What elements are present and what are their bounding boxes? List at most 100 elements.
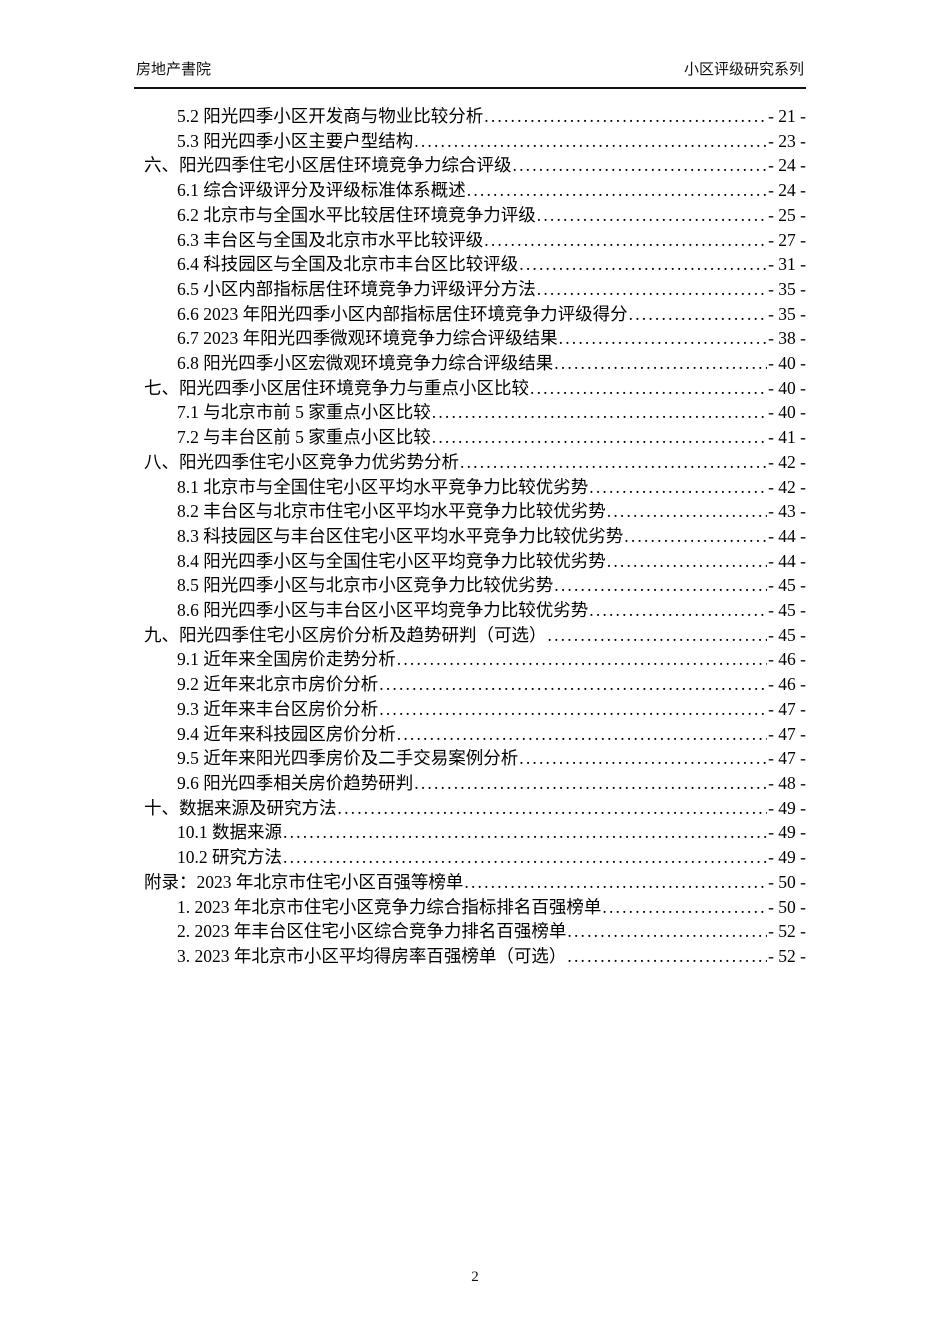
toc-entry-label: 九、阳光四季住宅小区房价分析及趋势研判（可选） [144, 624, 547, 645]
toc-entry-label: 八、阳光四季住宅小区竞争力优劣势分析 [144, 451, 459, 472]
toc-leader-dots [548, 623, 768, 648]
toc-entry-page: - 47 - [768, 723, 806, 744]
toc-entry[interactable]: 10.2 研究方法 - 49 - [134, 845, 806, 870]
toc-entry[interactable]: 7.1 与北京市前 5 家重点小区比较 - 40 - [134, 400, 806, 425]
toc-entry[interactable]: 9.4 近年来科技园区房价分析 - 47 - [134, 722, 806, 747]
toc-leader-dots [283, 845, 767, 870]
toc-entry-label: 6.5 小区内部指标居住环境竞争力评级评分方法 [177, 278, 536, 299]
toc-entry-label: 8.2 丰台区与北京市住宅小区平均水平竞争力比较优劣势 [177, 501, 606, 522]
header-left-title: 房地产書院 [136, 61, 212, 78]
toc-leader-dots [283, 820, 767, 845]
toc-entry[interactable]: 6.5 小区内部指标居住环境竞争力评级评分方法 - 35 - [134, 277, 806, 302]
toc-entry[interactable]: 10.1 数据来源 - 49 - [134, 820, 806, 845]
toc-entry[interactable]: 8.6 阳光四季小区与丰台区小区平均竞争力比较优劣势 - 45 - [134, 598, 806, 623]
toc-entry[interactable]: 6.2 北京市与全国水平比较居住环境竞争力评级 - 25 - [134, 203, 806, 228]
toc-entry-label: 6.8 阳光四季小区宏微观环境竞争力综合评级结果 [177, 353, 554, 374]
toc-leader-dots [414, 129, 767, 154]
toc-leader-dots [460, 450, 767, 475]
toc-entry[interactable]: 6.7 2023 年阳光四季微观环境竞争力综合评级结果 - 38 - [134, 326, 806, 351]
toc-entry[interactable]: 2. 2023 年丰台区住宅小区综合竞争力排名百强榜单 - 52 - [134, 919, 806, 944]
toc-entry-page: - 24 - [768, 180, 806, 201]
toc-entry-label: 十、数据来源及研究方法 [144, 797, 337, 818]
toc-entry-page: - 49 - [768, 822, 806, 843]
toc-entry-label: 10.2 研究方法 [177, 847, 282, 868]
toc-leader-dots [589, 598, 767, 623]
toc-entry[interactable]: 5.2 阳光四季小区开发商与物业比较分析 - 21 - [134, 104, 806, 129]
toc-entry-page: - 44 - [768, 525, 806, 546]
toc-entry-label: 2. 2023 年丰台区住宅小区综合竞争力排名百强榜单 [177, 921, 567, 942]
toc-entry[interactable]: 8.3 科技园区与丰台区住宅小区平均水平竞争力比较优劣势 - 44 - [134, 524, 806, 549]
toc-entry[interactable]: 1. 2023 年北京市住宅小区竞争力综合指标排名百强榜单 - 50 - [134, 895, 806, 920]
toc-entry-page: - 48 - [768, 772, 806, 793]
toc-entry[interactable]: 七、阳光四季小区居住环境竞争力与重点小区比较 - 40 - [134, 376, 806, 401]
toc-entry-page: - 41 - [768, 427, 806, 448]
toc-entry-label: 七、阳光四季小区居住环境竞争力与重点小区比较 [144, 377, 529, 398]
table-of-contents: 5.2 阳光四季小区开发商与物业比较分析 - 21 - 5.3 阳光四季小区主要户型… [134, 104, 806, 969]
toc-leader-dots [432, 425, 767, 450]
toc-entry[interactable]: 9.3 近年来丰台区房价分析 - 47 - [134, 697, 806, 722]
toc-entry[interactable]: 9.6 阳光四季相关房价趋势研判 - 48 - [134, 771, 806, 796]
toc-entry-page: - 21 - [768, 106, 806, 126]
toc-entry-page: - 52 - [768, 945, 806, 966]
toc-entry[interactable]: 6.3 丰台区与全国及北京市水平比较评级 - 27 - [134, 228, 806, 253]
toc-leader-dots [397, 647, 767, 672]
page-header: 房地产書院 小区评级研究系列 [134, 60, 806, 89]
toc-entry[interactable]: 八、阳光四季住宅小区竞争力优劣势分析 - 42 - [134, 450, 806, 475]
page-number: 2 [471, 1269, 479, 1285]
toc-entry-page: - 42 - [768, 451, 806, 472]
toc-entry[interactable]: 6.8 阳光四季小区宏微观环境竞争力综合评级结果 - 40 - [134, 351, 806, 376]
toc-leader-dots [414, 771, 767, 796]
toc-entry[interactable]: 8.2 丰台区与北京市住宅小区平均水平竞争力比较优劣势 - 43 - [134, 499, 806, 524]
toc-entry-page: - 47 - [768, 748, 806, 769]
toc-entry[interactable]: 3. 2023 年北京市小区平均得房率百强榜单（可选） - 52 - [134, 944, 806, 969]
toc-entry[interactable]: 8.4 阳光四季小区与全国住宅小区平均竞争力比较优劣势 - 44 - [134, 549, 806, 574]
toc-entry[interactable]: 9.5 近年来阳光四季房价及二手交易案例分析 - 47 - [134, 746, 806, 771]
toc-entry[interactable]: 9.1 近年来全国房价走势分析 - 46 - [134, 647, 806, 672]
toc-leader-dots [629, 302, 767, 327]
toc-entry-page: - 50 - [768, 871, 806, 892]
toc-entry-page: - 46 - [768, 674, 806, 695]
toc-leader-dots [607, 549, 767, 574]
toc-leader-dots [519, 252, 767, 277]
toc-entry-page: - 46 - [768, 649, 806, 670]
toc-entry-page: - 49 - [768, 797, 806, 818]
toc-entry-page: - 42 - [768, 476, 806, 497]
toc-entry[interactable]: 附录：2023 年北京市住宅小区百强等榜单 - 50 - [134, 870, 806, 895]
toc-entry-label: 7.2 与丰台区前 5 家重点小区比较 [177, 427, 431, 448]
toc-entry-label: 8.6 阳光四季小区与丰台区小区平均竞争力比较优劣势 [177, 600, 589, 621]
toc-entry[interactable]: 5.3 阳光四季小区主要户型结构 - 23 - [134, 129, 806, 154]
toc-leader-dots [519, 746, 767, 771]
toc-entry-label: 8.3 科技园区与丰台区住宅小区平均水平竞争力比较优劣势 [177, 525, 624, 546]
toc-entry[interactable]: 8.5 阳光四季小区与北京市小区竞争力比较优劣势 - 45 - [134, 573, 806, 598]
toc-leader-dots [338, 796, 768, 821]
toc-entry-label: 9.4 近年来科技园区房价分析 [177, 723, 396, 744]
toc-entry[interactable]: 九、阳光四季住宅小区房价分析及趋势研判（可选） - 45 - [134, 623, 806, 648]
toc-leader-dots [589, 475, 767, 500]
toc-entry-label: 9.6 阳光四季相关房价趋势研判 [177, 772, 414, 793]
toc-leader-dots [484, 104, 767, 129]
toc-entry[interactable]: 6.6 2023 年阳光四季小区内部指标居住环境竞争力评级得分 - 35 - [134, 302, 806, 327]
toc-entry-label: 6.2 北京市与全国水平比较居住环境竞争力评级 [177, 204, 536, 225]
toc-entry[interactable]: 6.1 综合评级评分及评级标准体系概述 - 24 - [134, 178, 806, 203]
toc-entry-label: 3. 2023 年北京市小区平均得房率百强榜单（可选） [177, 945, 567, 966]
toc-entry[interactable]: 7.2 与丰台区前 5 家重点小区比较 - 41 - [134, 425, 806, 450]
toc-entry-label: 6.4 科技园区与全国及北京市丰台区比较评级 [177, 254, 519, 275]
toc-entry-label: 9.2 近年来北京市房价分析 [177, 674, 379, 695]
page-footer: 2 [0, 1269, 950, 1286]
toc-leader-dots [467, 178, 767, 203]
toc-entry-page: - 52 - [768, 921, 806, 942]
toc-entry-label: 六、阳光四季住宅小区居住环境竞争力综合评级 [144, 155, 512, 176]
toc-entry[interactable]: 9.2 近年来北京市房价分析 - 46 - [134, 672, 806, 697]
toc-entry-page: - 40 - [768, 402, 806, 423]
toc-entry[interactable]: 8.1 北京市与全国住宅小区平均水平竞争力比较优劣势 - 42 - [134, 475, 806, 500]
toc-entry[interactable]: 6.4 科技园区与全国及北京市丰台区比较评级 - 31 - [134, 252, 806, 277]
toc-entry[interactable]: 六、阳光四季住宅小区居住环境竞争力综合评级 - 24 - [134, 153, 806, 178]
toc-entry[interactable]: 十、数据来源及研究方法 - 49 - [134, 796, 806, 821]
toc-entry-label: 8.5 阳光四季小区与北京市小区竞争力比较优劣势 [177, 575, 554, 596]
toc-entry-page: - 35 - [768, 278, 806, 299]
toc-entry-page: - 25 - [768, 204, 806, 225]
toc-entry-label: 10.1 数据来源 [177, 822, 282, 843]
header-right-title: 小区评级研究系列 [683, 61, 804, 78]
toc-entry-label: 9.3 近年来丰台区房价分析 [177, 698, 379, 719]
